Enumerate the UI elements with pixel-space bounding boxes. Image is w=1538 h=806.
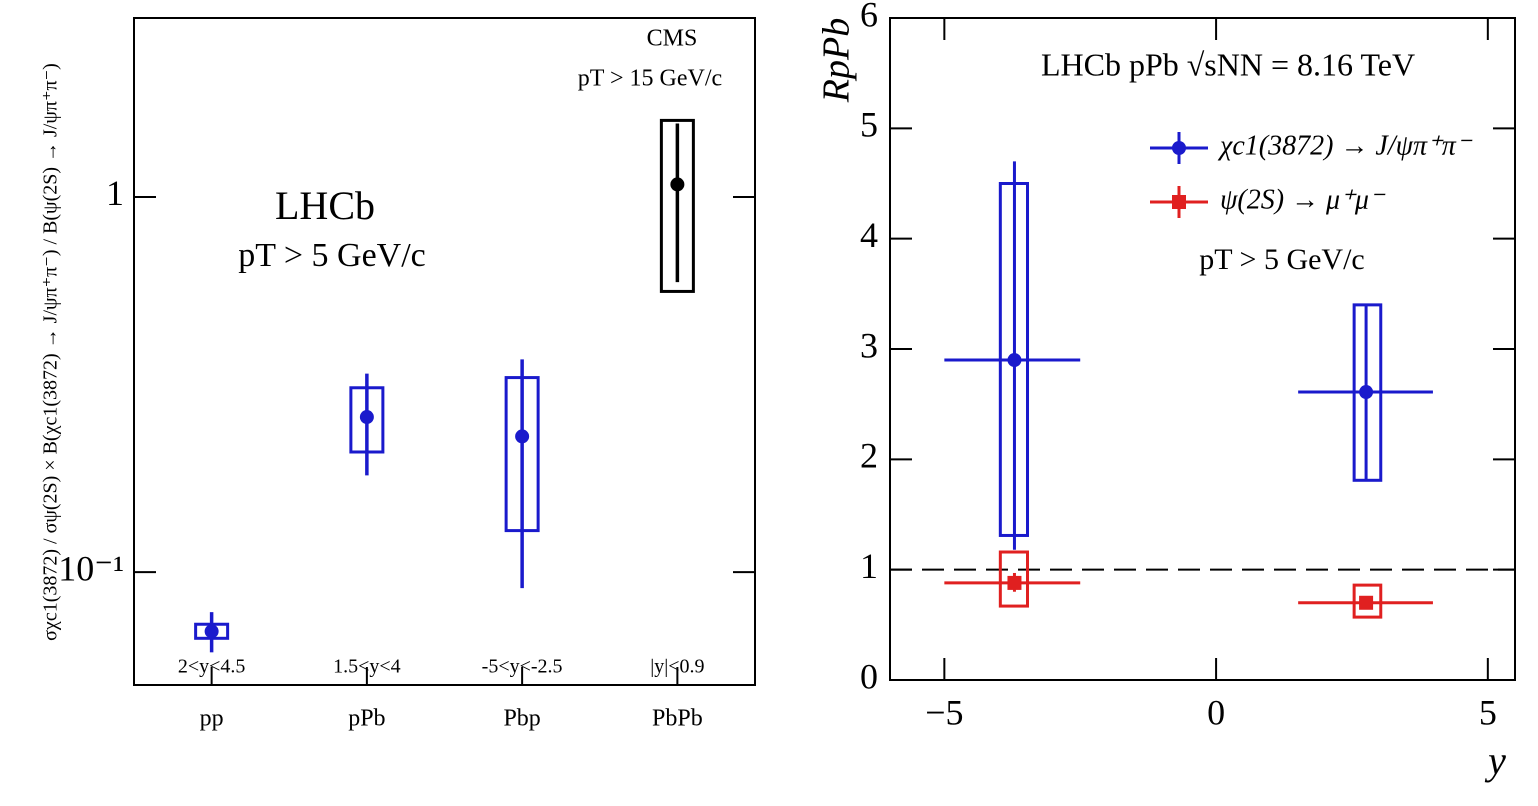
- range-label: |y|<0.9: [650, 656, 704, 678]
- annotation: pT > 5 GeV/c: [238, 237, 426, 274]
- annotation: pT > 15 GeV/c: [578, 66, 722, 92]
- range-label: 2<y<4.5: [178, 656, 246, 678]
- point: [359, 410, 374, 425]
- syst-box: [659, 118, 695, 293]
- y-tick-label: 5: [860, 105, 878, 145]
- x-tick-label: pp: [200, 706, 224, 732]
- right-x-label: y: [1484, 738, 1506, 783]
- legend-marker: [1172, 195, 1186, 209]
- point: [515, 429, 530, 444]
- point: [1359, 385, 1374, 400]
- point: [1007, 575, 1022, 590]
- syst-box: [998, 550, 1030, 608]
- x-tick-label: 5: [1479, 692, 1497, 732]
- legend-label: χc1(3872) → J/ψπ⁺π⁻: [1217, 130, 1473, 161]
- point: [204, 624, 219, 639]
- y-tick-label: 1: [106, 173, 124, 213]
- y-tick-label: 0: [860, 656, 878, 696]
- y-tick-label: 2: [860, 436, 878, 476]
- y-tick-label: 3: [860, 325, 878, 365]
- right-y-label: RpPb: [816, 18, 858, 103]
- annotation: pT > 5 GeV/c: [1199, 243, 1365, 276]
- y-tick-label: 1: [860, 546, 878, 586]
- y-tick-label: 6: [860, 0, 878, 34]
- annotation: LHCb: [275, 183, 375, 228]
- x-tick-label: pPb: [348, 706, 385, 732]
- y-tick-label: 4: [860, 215, 878, 255]
- left-frame: [133, 17, 756, 686]
- legend-label: ψ(2S) → μ⁺μ⁻: [1220, 184, 1386, 215]
- annotation: LHCb pPb √sNN = 8.16 TeV: [1041, 46, 1415, 82]
- syst-box: [1352, 583, 1383, 619]
- point: [670, 177, 685, 192]
- y-tick-label: 10⁻¹: [58, 548, 124, 588]
- x-tick-label: Pbp: [503, 706, 540, 732]
- point: [1359, 595, 1374, 610]
- point: [1007, 353, 1022, 368]
- x-tick-label: 0: [1207, 692, 1225, 732]
- right-frame: [889, 17, 1516, 681]
- x-tick-label: −5: [925, 692, 963, 732]
- annotation: CMS: [647, 26, 698, 52]
- range-label: 1.5<y<4: [333, 656, 401, 678]
- legend-marker: [1172, 141, 1186, 155]
- x-tick-label: PbPb: [652, 706, 703, 732]
- range-label: -5<y<-2.5: [482, 656, 563, 678]
- left-y-label: σχc1(3872) / σψ(2S) × B(χc1(3872) → J/ψπ…: [40, 63, 62, 641]
